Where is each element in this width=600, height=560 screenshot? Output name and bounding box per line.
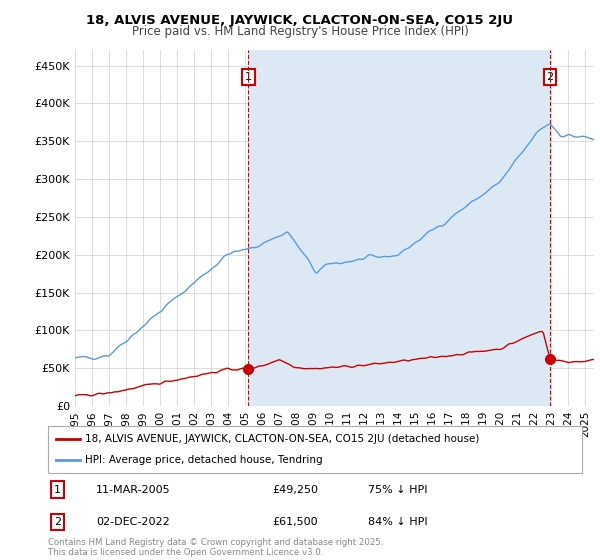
Text: 11-MAR-2005: 11-MAR-2005 xyxy=(96,484,170,494)
Text: Price paid vs. HM Land Registry's House Price Index (HPI): Price paid vs. HM Land Registry's House … xyxy=(131,25,469,38)
Text: 2: 2 xyxy=(54,517,61,527)
Text: 84% ↓ HPI: 84% ↓ HPI xyxy=(368,517,428,527)
Text: Contains HM Land Registry data © Crown copyright and database right 2025.
This d: Contains HM Land Registry data © Crown c… xyxy=(48,538,383,557)
Text: HPI: Average price, detached house, Tendring: HPI: Average price, detached house, Tend… xyxy=(85,455,323,465)
Text: 1: 1 xyxy=(54,484,61,494)
Text: £49,250: £49,250 xyxy=(272,484,318,494)
Text: 1: 1 xyxy=(245,72,252,82)
Text: 18, ALVIS AVENUE, JAYWICK, CLACTON-ON-SEA, CO15 2JU (detached house): 18, ALVIS AVENUE, JAYWICK, CLACTON-ON-SE… xyxy=(85,434,480,444)
Text: 18, ALVIS AVENUE, JAYWICK, CLACTON-ON-SEA, CO15 2JU: 18, ALVIS AVENUE, JAYWICK, CLACTON-ON-SE… xyxy=(86,14,514,27)
Bar xyxy=(248,50,550,406)
Text: 02-DEC-2022: 02-DEC-2022 xyxy=(96,517,170,527)
Text: 2: 2 xyxy=(547,72,554,82)
Text: £61,500: £61,500 xyxy=(272,517,318,527)
Text: 75% ↓ HPI: 75% ↓ HPI xyxy=(368,484,428,494)
